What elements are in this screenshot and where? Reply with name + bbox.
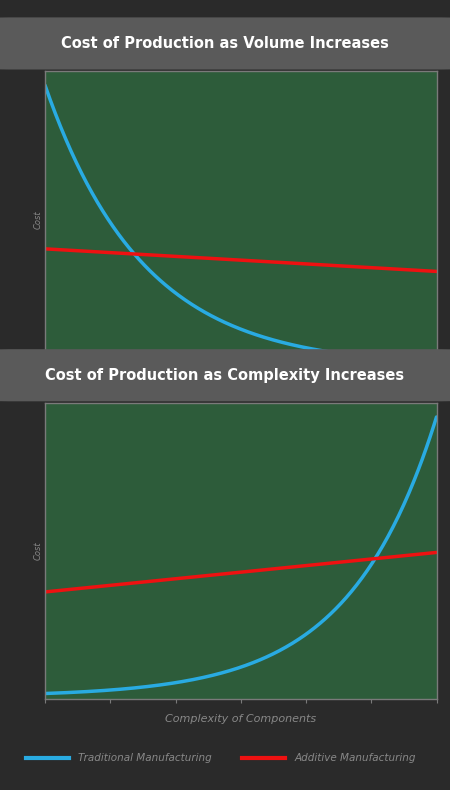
- Text: Additive Manufacturing: Additive Manufacturing: [294, 754, 416, 763]
- Text: Traditional Manufacturing: Traditional Manufacturing: [78, 754, 212, 763]
- Text: Cost of Production as Volume Increases: Cost of Production as Volume Increases: [61, 36, 389, 51]
- X-axis label: Number of Components: Number of Components: [175, 382, 307, 392]
- FancyBboxPatch shape: [0, 17, 450, 70]
- X-axis label: Complexity of Components: Complexity of Components: [165, 713, 316, 724]
- Text: Cost of Production as Complexity Increases: Cost of Production as Complexity Increas…: [45, 368, 405, 382]
- Y-axis label: Cost: Cost: [33, 210, 42, 228]
- FancyBboxPatch shape: [0, 349, 450, 401]
- Y-axis label: Cost: Cost: [33, 542, 42, 560]
